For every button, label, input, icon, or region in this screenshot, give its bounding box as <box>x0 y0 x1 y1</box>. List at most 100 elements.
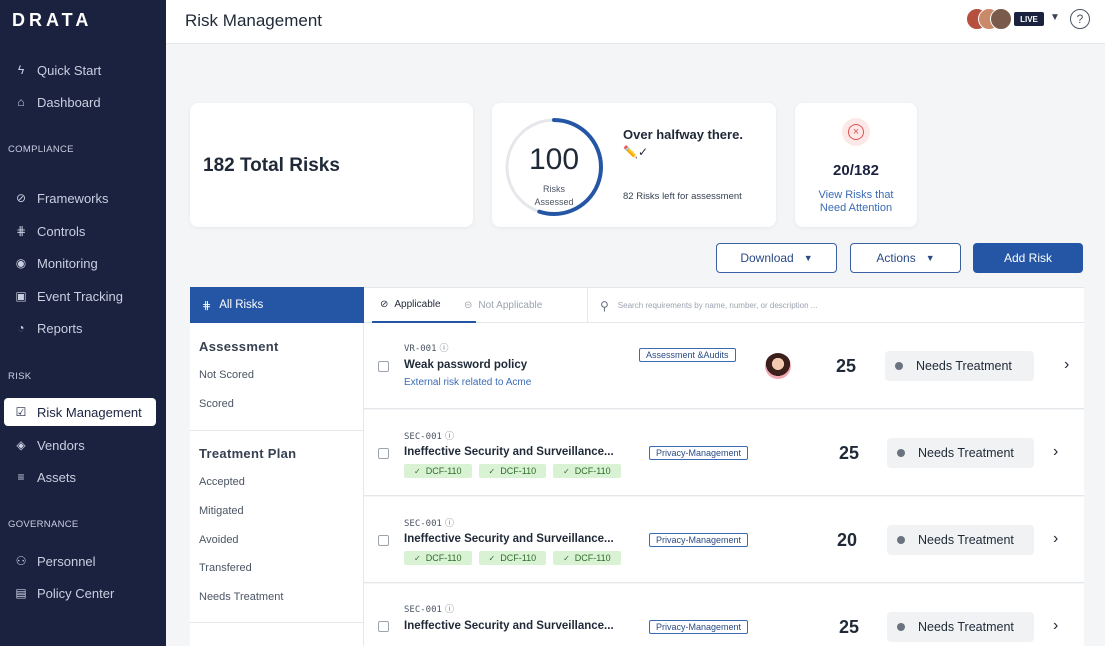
total-risks-label: 182 Total Risks <box>203 155 340 176</box>
risk-row[interactable]: SEC-001 ⓘ Ineffective Security and Survei… <box>364 410 1084 496</box>
checkbox-icon: ☑ <box>15 405 27 419</box>
sliders-icon: ⋕ <box>15 224 27 238</box>
risk-id: VR-001 ⓘ <box>404 343 449 354</box>
status-badge: Needs Treatment <box>887 438 1034 468</box>
check-icon: ✓ <box>563 553 570 563</box>
sidebar-item-label: Vendors <box>37 437 85 453</box>
status-badge: Needs Treatment <box>887 525 1034 555</box>
calendar-icon: ▣ <box>15 289 27 303</box>
close-circle-icon: × <box>842 118 870 146</box>
filter-section-assessment: Assessment <box>199 339 279 354</box>
sidebar-item-label: Frameworks <box>37 190 109 206</box>
filter-option-not-scored[interactable]: Not Scored <box>199 369 255 381</box>
category-tag: Assessment &Audits <box>639 348 736 362</box>
sidebar-item-policy-center[interactable]: ▤ Policy Center <box>4 579 156 607</box>
home-icon: ⌂ <box>17 95 25 109</box>
filter-option-needs-treatment[interactable]: Needs Treatment <box>199 591 284 603</box>
chevron-right-icon[interactable]: › <box>1053 530 1059 547</box>
check-icon: ✓ <box>563 466 570 476</box>
info-icon: ⓘ <box>444 604 454 614</box>
actions-button-label: Actions <box>876 251 916 265</box>
filter-option-avoided[interactable]: Avoided <box>199 534 239 546</box>
control-chip[interactable]: ✓ DCF-110 <box>404 464 472 478</box>
control-chip[interactable]: ✓ DCF-110 <box>553 551 621 565</box>
risk-row[interactable]: SEC-001 ⓘ Ineffective Security and Survei… <box>364 584 1084 646</box>
attention-count: 20/182 <box>833 162 879 179</box>
section-heading-governance: GOVERNANCE <box>8 519 79 530</box>
row-checkbox[interactable] <box>378 621 389 632</box>
info-icon: ⓘ <box>439 343 449 353</box>
page-title: Risk Management <box>185 11 323 30</box>
chevron-right-icon[interactable]: › <box>1053 617 1059 634</box>
attention-card[interactable]: × 20/182 View Risks that Need Attention <box>795 103 917 227</box>
check-icon: ✓ <box>488 553 496 563</box>
assessed-caption-line-2: Assessed <box>534 197 574 207</box>
assessed-caption: Risks Assessed <box>502 183 606 209</box>
category-tag: Privacy-Management <box>649 446 749 460</box>
sidebar-item-label: Reports <box>37 320 83 336</box>
control-chip[interactable]: ✓ DCF-110 <box>478 464 547 478</box>
filter-option-accepted[interactable]: Accepted <box>199 476 245 488</box>
sidebar-item-label: Dashboard <box>37 94 101 110</box>
status-dot-icon <box>897 449 905 457</box>
sidebar-item-reports[interactable]: ◔ Reports <box>4 314 156 342</box>
pie-icon: ◔ <box>17 321 25 335</box>
row-checkbox[interactable] <box>378 448 389 459</box>
risk-row[interactable]: SEC-001 ⓘ Ineffective Security and Survei… <box>364 497 1084 583</box>
drata-logo[interactable]: DRATA <box>12 10 93 30</box>
halfway-title: Over halfway there. <box>623 127 743 142</box>
divider <box>190 430 364 431</box>
control-chip[interactable]: ✓ DCF-110 <box>478 551 547 565</box>
control-chip[interactable]: ✓ DCF-110 <box>404 551 472 565</box>
status-dot-icon <box>897 623 905 631</box>
tabs-bar: ⊘ Applicable ⊝ Not Applicable ⚲ Search r… <box>364 287 1084 323</box>
status-dot-icon <box>897 536 905 544</box>
status-badge: Needs Treatment <box>885 351 1034 381</box>
view-attention-link[interactable]: View Risks that Need Attention <box>795 189 917 215</box>
broadcast-icon: ◉ <box>15 256 27 270</box>
chevron-right-icon[interactable]: › <box>1053 443 1059 460</box>
divider <box>587 288 588 323</box>
row-checkbox[interactable] <box>378 535 389 546</box>
sidebar-item-quick-start[interactable]: ϟ Quick Start <box>4 56 156 84</box>
filter-all-risks[interactable]: ⋕ All Risks <box>190 287 364 323</box>
help-icon[interactable]: ? <box>1070 9 1090 29</box>
team-avatars[interactable] <box>966 8 1016 32</box>
filter-option-mitigated[interactable]: Mitigated <box>199 505 244 517</box>
users-icon: ⚇ <box>15 554 27 568</box>
check-icon: ✓ <box>414 466 421 476</box>
sidebar-item-controls[interactable]: ⋕ Controls <box>4 217 156 245</box>
chevron-right-icon[interactable]: › <box>1064 356 1070 373</box>
risk-id: SEC-001 ⓘ <box>404 604 454 615</box>
add-risk-button[interactable]: Add Risk <box>973 243 1083 273</box>
row-checkbox[interactable] <box>378 361 389 372</box>
actions-button[interactable]: Actions ▼ <box>850 243 961 273</box>
control-chip[interactable]: ✓ DCF-110 <box>553 464 621 478</box>
sidebar-item-monitoring[interactable]: ◉ Monitoring <box>4 249 156 277</box>
filter-option-transfered[interactable]: Transfered <box>199 562 252 574</box>
sidebar-item-event-tracking[interactable]: ▣ Event Tracking <box>4 282 156 310</box>
sidebar-item-frameworks[interactable]: ⊘ Frameworks <box>4 184 156 212</box>
risk-score: 25 <box>836 356 857 376</box>
tab-applicable[interactable]: ⊘ Applicable <box>372 288 476 323</box>
top-header: Risk Management LIVE ▼ ? <box>166 0 1105 44</box>
download-button[interactable]: Download ▼ <box>716 243 837 273</box>
owner-avatar[interactable] <box>765 353 791 379</box>
layers-icon: ◈ <box>16 438 26 452</box>
bolt-icon: ϟ <box>17 63 25 77</box>
chevron-down-icon[interactable]: ▼ <box>1050 12 1060 23</box>
tab-not-applicable[interactable]: ⊝ Not Applicable <box>464 288 542 323</box>
sidebar-item-risk-management[interactable]: ☑ Risk Management <box>4 398 156 426</box>
status-dot-icon <box>895 362 903 370</box>
sidebar-item-dashboard[interactable]: ⌂ Dashboard <box>4 88 156 116</box>
sidebar-item-assets[interactable]: ≡ Assets <box>4 463 156 491</box>
search-input[interactable]: ⚲ Search requirements by name, number, o… <box>600 288 817 323</box>
sidebar-item-personnel[interactable]: ⚇ Personnel <box>4 547 156 575</box>
chevron-down-icon: ▼ <box>803 253 813 263</box>
sidebar-item-vendors[interactable]: ◈ Vendors <box>4 431 156 459</box>
filter-option-scored[interactable]: Scored <box>199 398 234 410</box>
risk-subtitle[interactable]: External risk related to Acme <box>404 377 532 388</box>
live-badge: LIVE <box>1014 12 1044 26</box>
risk-row[interactable]: VR-001 ⓘ Weak password policy External ri… <box>364 323 1084 409</box>
assessed-caption-line-1: Risks <box>543 184 565 194</box>
